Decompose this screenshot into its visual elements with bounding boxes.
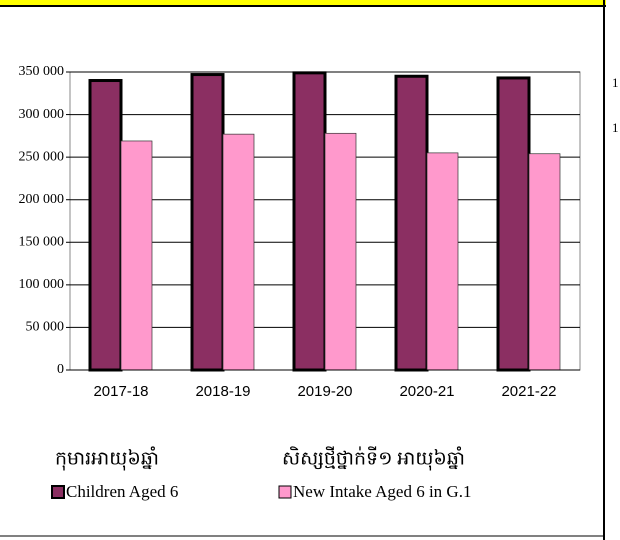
bar [190,73,225,372]
legend-label: Children Aged 6 [66,482,178,501]
bar [292,71,327,372]
legend-label-khmer: សិស្សថ្មីថ្នាក់ទី១ អាយុ៦ឆ្នាំ [282,445,465,471]
x-tick-label: 2017-18 [93,383,148,400]
x-tick-label: 2020-21 [399,383,454,400]
x-tick-label: 2018-19 [195,383,250,400]
bar [528,153,561,371]
bar [120,140,153,371]
y-tick-label: 300 000 [19,107,65,122]
y-tick-label: 250 000 [19,149,65,164]
bar [394,74,429,372]
bar [496,76,531,372]
bar [222,133,255,371]
bar [324,132,357,371]
y-tick-label: 350 000 [19,64,65,79]
bar [426,152,459,371]
top-band [0,0,606,5]
y-tick-label: 200 000 [19,192,65,207]
x-tick-label: 2019-20 [297,383,352,400]
clipped-label: 1 [612,120,619,135]
legend-label-khmer: កុមារអាយុ៦ឆ្នាំ [55,445,159,471]
clipped-label: 1 [612,75,619,90]
y-tick-label: 150 000 [19,235,65,250]
x-tick-label: 2021-22 [501,383,556,400]
bar [88,79,123,372]
legend-swatch [51,485,65,499]
y-tick-label: 100 000 [19,277,65,292]
legend-swatch [278,485,292,499]
legend-label: New Intake Aged 6 in G.1 [293,482,471,501]
y-tick-label: 50 000 [26,320,65,335]
y-tick-label: 0 [57,362,64,377]
